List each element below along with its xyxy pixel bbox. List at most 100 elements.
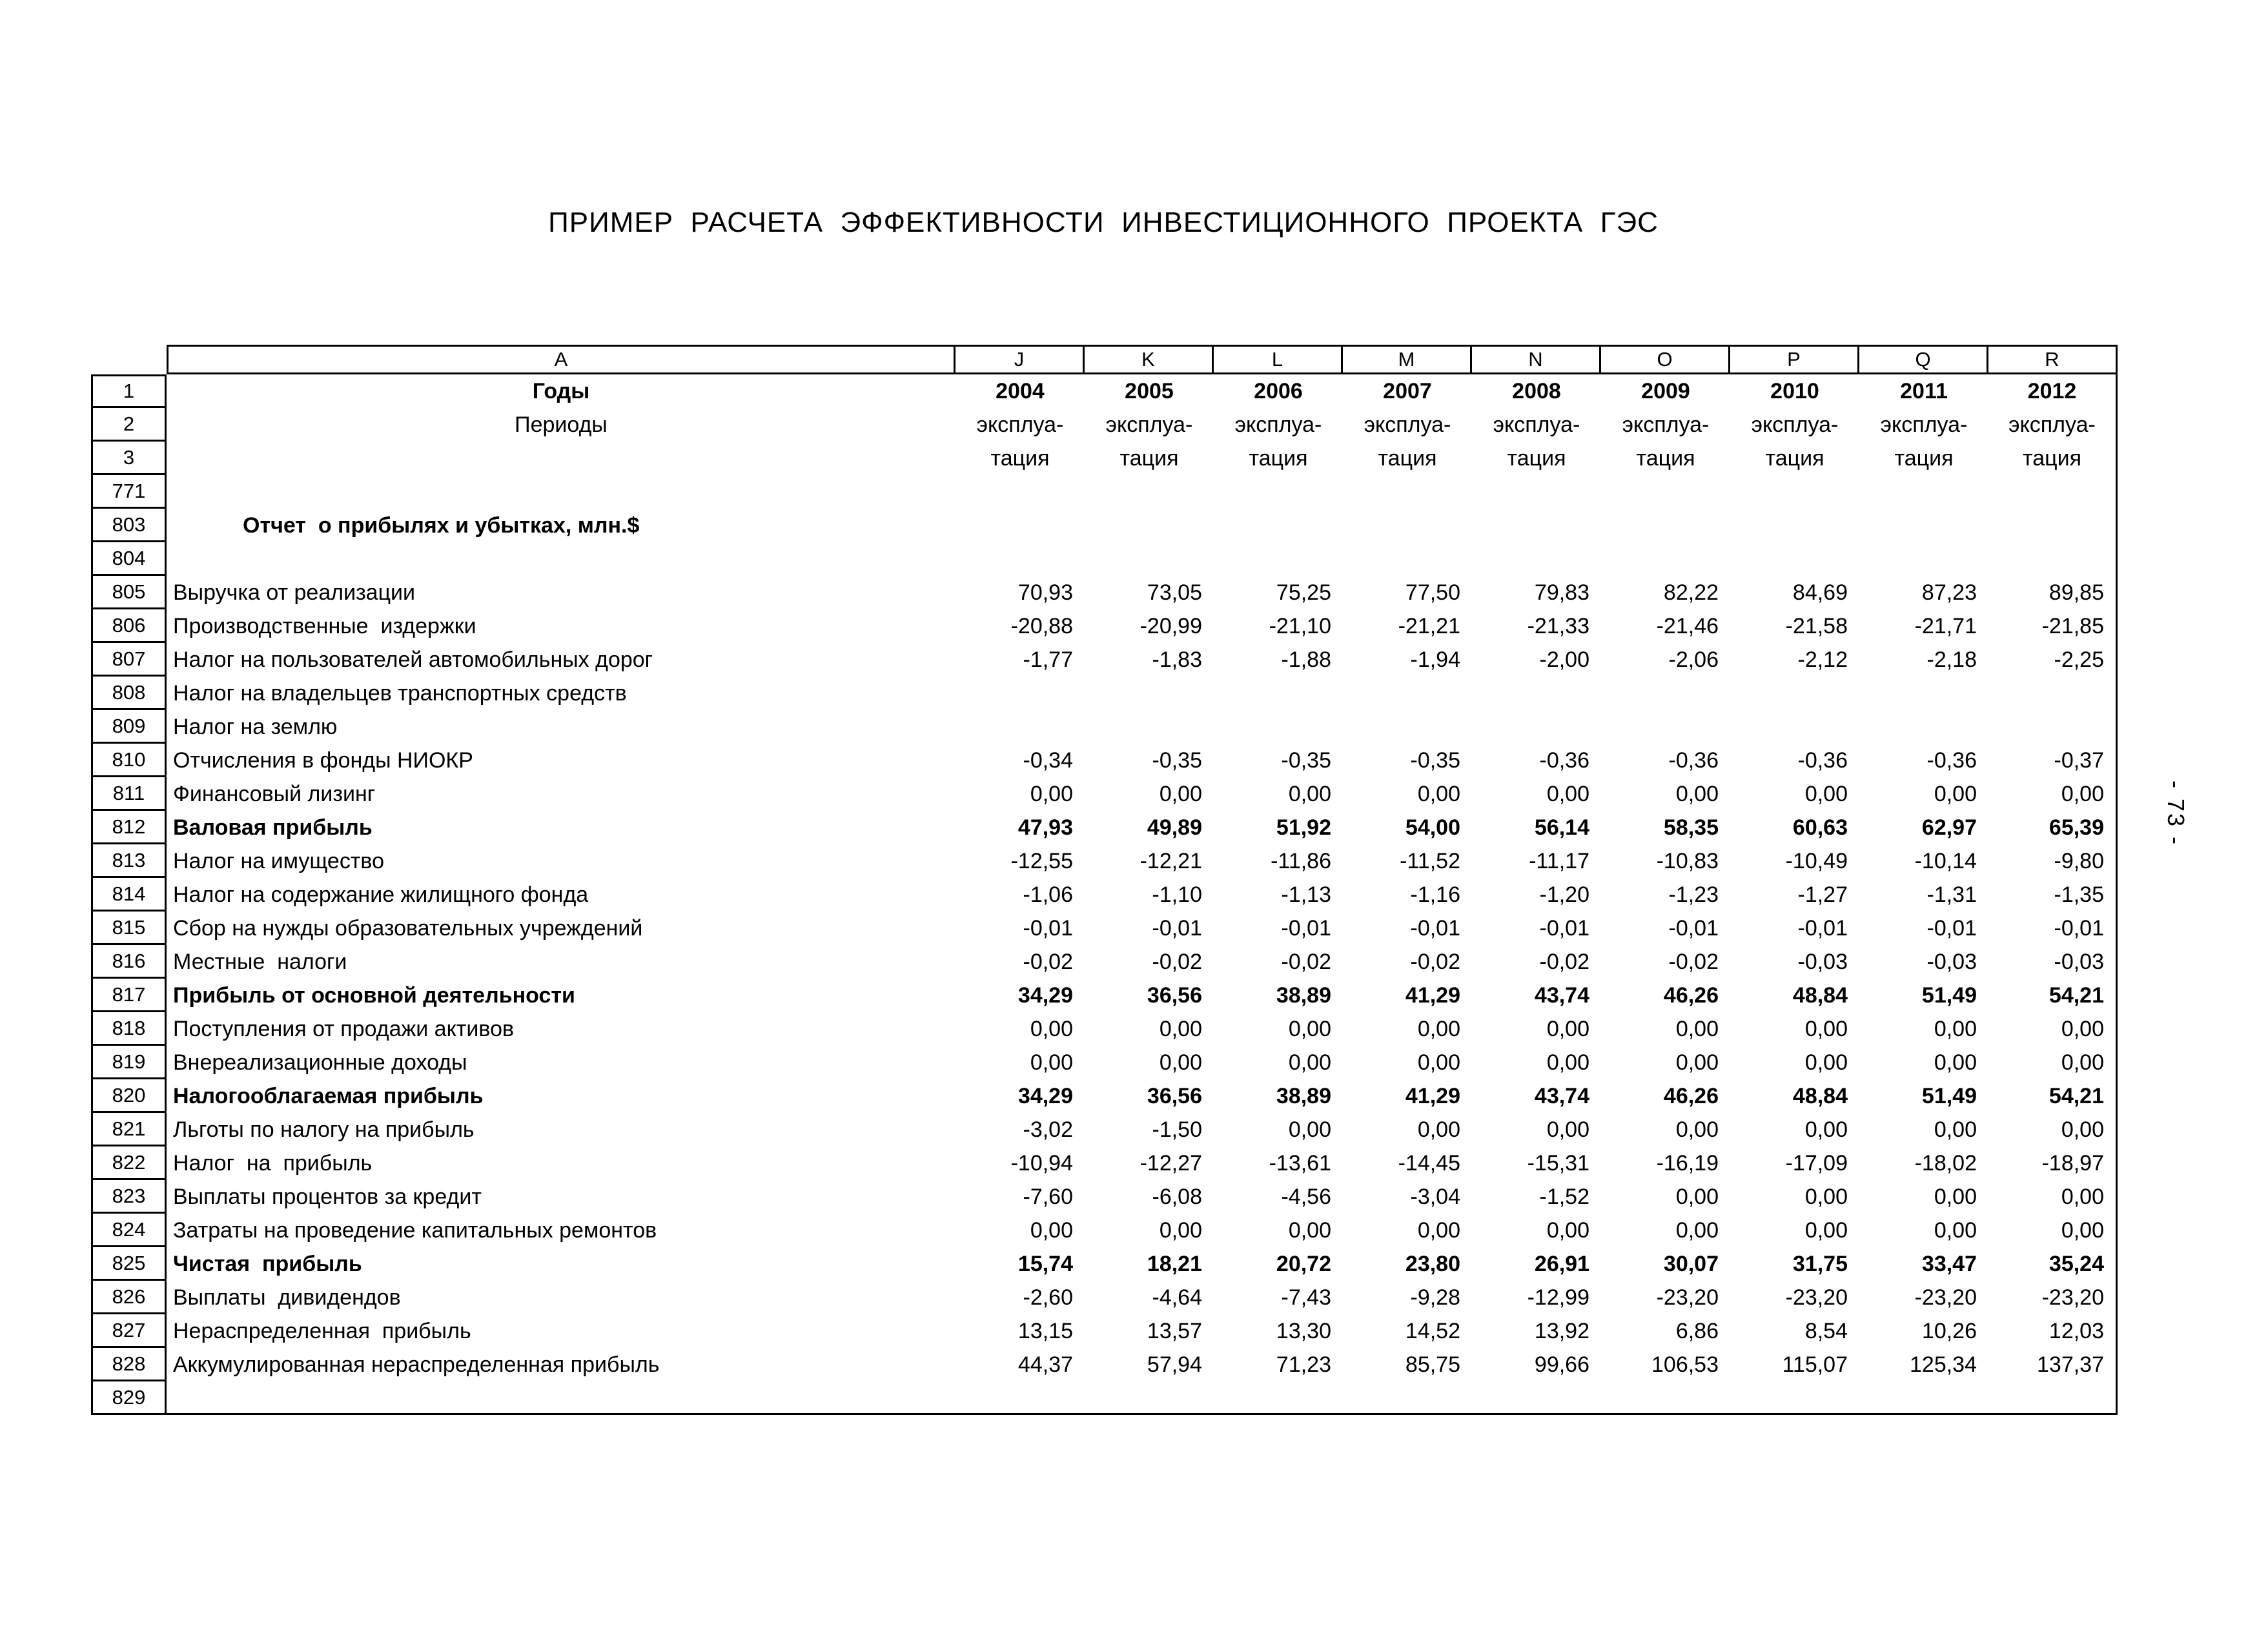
row-number: 824 [91, 1214, 167, 1247]
row-label: Налог на владельцев транспортных средств [173, 680, 627, 706]
cell-value: тация [1894, 445, 1954, 471]
cell-value [1472, 710, 1601, 744]
cell-value: -7,60 [1023, 1184, 1074, 1209]
cell-value [1988, 542, 2118, 576]
cell-value: -0,03 [1988, 945, 2118, 979]
cell-value: -10,14 [1914, 848, 1977, 873]
cell-value: -0,02 [1023, 949, 1074, 974]
cell-value: -18,97 [1988, 1146, 2118, 1180]
cell-value: 106,53 [1651, 1352, 1719, 1377]
cell-value: -21,85 [1988, 609, 2118, 643]
cell-value: 70,93 [1017, 580, 1073, 605]
cell-value [1601, 677, 1730, 710]
row-label: Выплаты дивидендов [173, 1285, 401, 1310]
cell-value: -0,01 [1023, 915, 1074, 941]
cell-value [1730, 677, 1859, 710]
cell-value [1988, 475, 2118, 509]
cell-value: -11,52 [1400, 848, 1460, 873]
row-number: 810 [91, 744, 167, 777]
row-label: Нераспределенная прибыль [173, 1318, 471, 1343]
cell-value: 58,35 [1663, 815, 1719, 840]
cell-value: 71,23 [1276, 1352, 1331, 1377]
cell-value [1085, 475, 1214, 509]
cell-value: 0,00 [1934, 1016, 1977, 1041]
row-number: 822 [91, 1146, 167, 1180]
cell-value: 0,00 [1159, 1050, 1202, 1075]
cell-value: 51,49 [1921, 983, 1977, 1008]
cell-value [1214, 677, 1343, 710]
cell-value: 13,15 [1017, 1318, 1073, 1343]
cell-value: 8,54 [1804, 1318, 1848, 1343]
row-number: 828 [91, 1348, 167, 1381]
cell-value [955, 475, 1085, 509]
cell-value: 34,29 [1017, 1083, 1073, 1108]
cell-value [1859, 710, 1988, 744]
row-label: Аккумулированная нераспределенная прибыл… [173, 1352, 660, 1377]
cell-value: -1,16 [1410, 882, 1461, 907]
row-label: Отчет о прибылях и убытках, млн.$ [243, 513, 640, 538]
cell-value: эксплуа- [1751, 412, 1839, 437]
cell-value: -20,99 [1139, 613, 1202, 638]
cell-value: 0,00 [1675, 1016, 1719, 1041]
cell-value: -1,50 [1152, 1117, 1203, 1142]
cell-value: эксплуа- [1988, 408, 2118, 442]
cell-value [1343, 677, 1472, 710]
cell-value: 54,21 [1988, 979, 2118, 1012]
cell-value: -1,77 [1023, 647, 1074, 672]
cell-value: -0,02 [1539, 949, 1590, 974]
cell-value: -23,20 [1785, 1285, 1848, 1310]
cell-value: -0,01 [1152, 915, 1203, 941]
cell-value [1988, 710, 2118, 744]
cell-value: 43,74 [1534, 983, 1589, 1008]
cell-value: -0,01 [1410, 915, 1461, 941]
cell-value: 0,00 [1804, 1016, 1848, 1041]
cell-value: 0,00 [1030, 1217, 1073, 1243]
cell-value: 13,30 [1276, 1318, 1331, 1343]
column-letter: A [167, 345, 955, 374]
row-label [167, 475, 955, 509]
cell-value: -1,35 [1988, 878, 2118, 912]
column-letter: K [1085, 345, 1214, 374]
cell-value: 0,00 [1804, 1050, 1848, 1075]
row-number: 820 [91, 1079, 167, 1113]
cell-value: -0,34 [1023, 748, 1074, 773]
cell-value [955, 542, 1085, 576]
cell-value: -12,55 [1010, 848, 1073, 873]
row-number: 809 [91, 710, 167, 744]
cell-value: 0,00 [1546, 1117, 1589, 1142]
cell-value: 49,89 [1147, 815, 1202, 840]
cell-value: 0,00 [1546, 1217, 1589, 1243]
cell-value: -11,86 [1271, 848, 1331, 873]
cell-value: -0,36 [1539, 748, 1590, 773]
cell-value [1472, 509, 1601, 542]
cell-value [1343, 710, 1472, 744]
cell-value: -0,03 [1797, 949, 1848, 974]
cell-value: -21,21 [1398, 613, 1460, 638]
row-number: 821 [91, 1113, 167, 1146]
cell-value: 41,29 [1405, 983, 1460, 1008]
row-label: Налог на имущество [173, 848, 384, 873]
cell-value: -20,88 [1010, 613, 1073, 638]
spreadsheet-grid: A J K L M N O P Q R 1 Годы 2004 2005 2006 2007 2008 2009 2… [91, 345, 2118, 1415]
cell-value: -17,09 [1785, 1150, 1848, 1176]
cell-value: -21,71 [1914, 613, 1977, 638]
cell-value: -0,35 [1410, 748, 1461, 773]
row-label: Налогооблагаемая прибыль [173, 1083, 484, 1108]
cell-value: 2009 [1641, 378, 1690, 403]
row-number: 1 [91, 374, 167, 408]
cell-value: 33,47 [1921, 1251, 1977, 1276]
cell-value: -10,83 [1656, 848, 1719, 873]
cell-value [1472, 1381, 1601, 1415]
cell-value: 36,56 [1147, 983, 1202, 1008]
cell-value: -14,45 [1398, 1150, 1460, 1176]
column-letter: N [1472, 345, 1601, 374]
cell-value: 0,00 [1675, 781, 1719, 806]
cell-value: -0,01 [1668, 915, 1719, 941]
cell-value: -0,35 [1281, 748, 1332, 773]
cell-value: -9,80 [1988, 844, 2118, 878]
cell-value: -21,33 [1527, 613, 1589, 638]
cell-value: 43,74 [1534, 1083, 1589, 1108]
corner-cell [91, 345, 167, 374]
row-number: 808 [91, 677, 167, 710]
cell-value: 51,92 [1276, 815, 1331, 840]
